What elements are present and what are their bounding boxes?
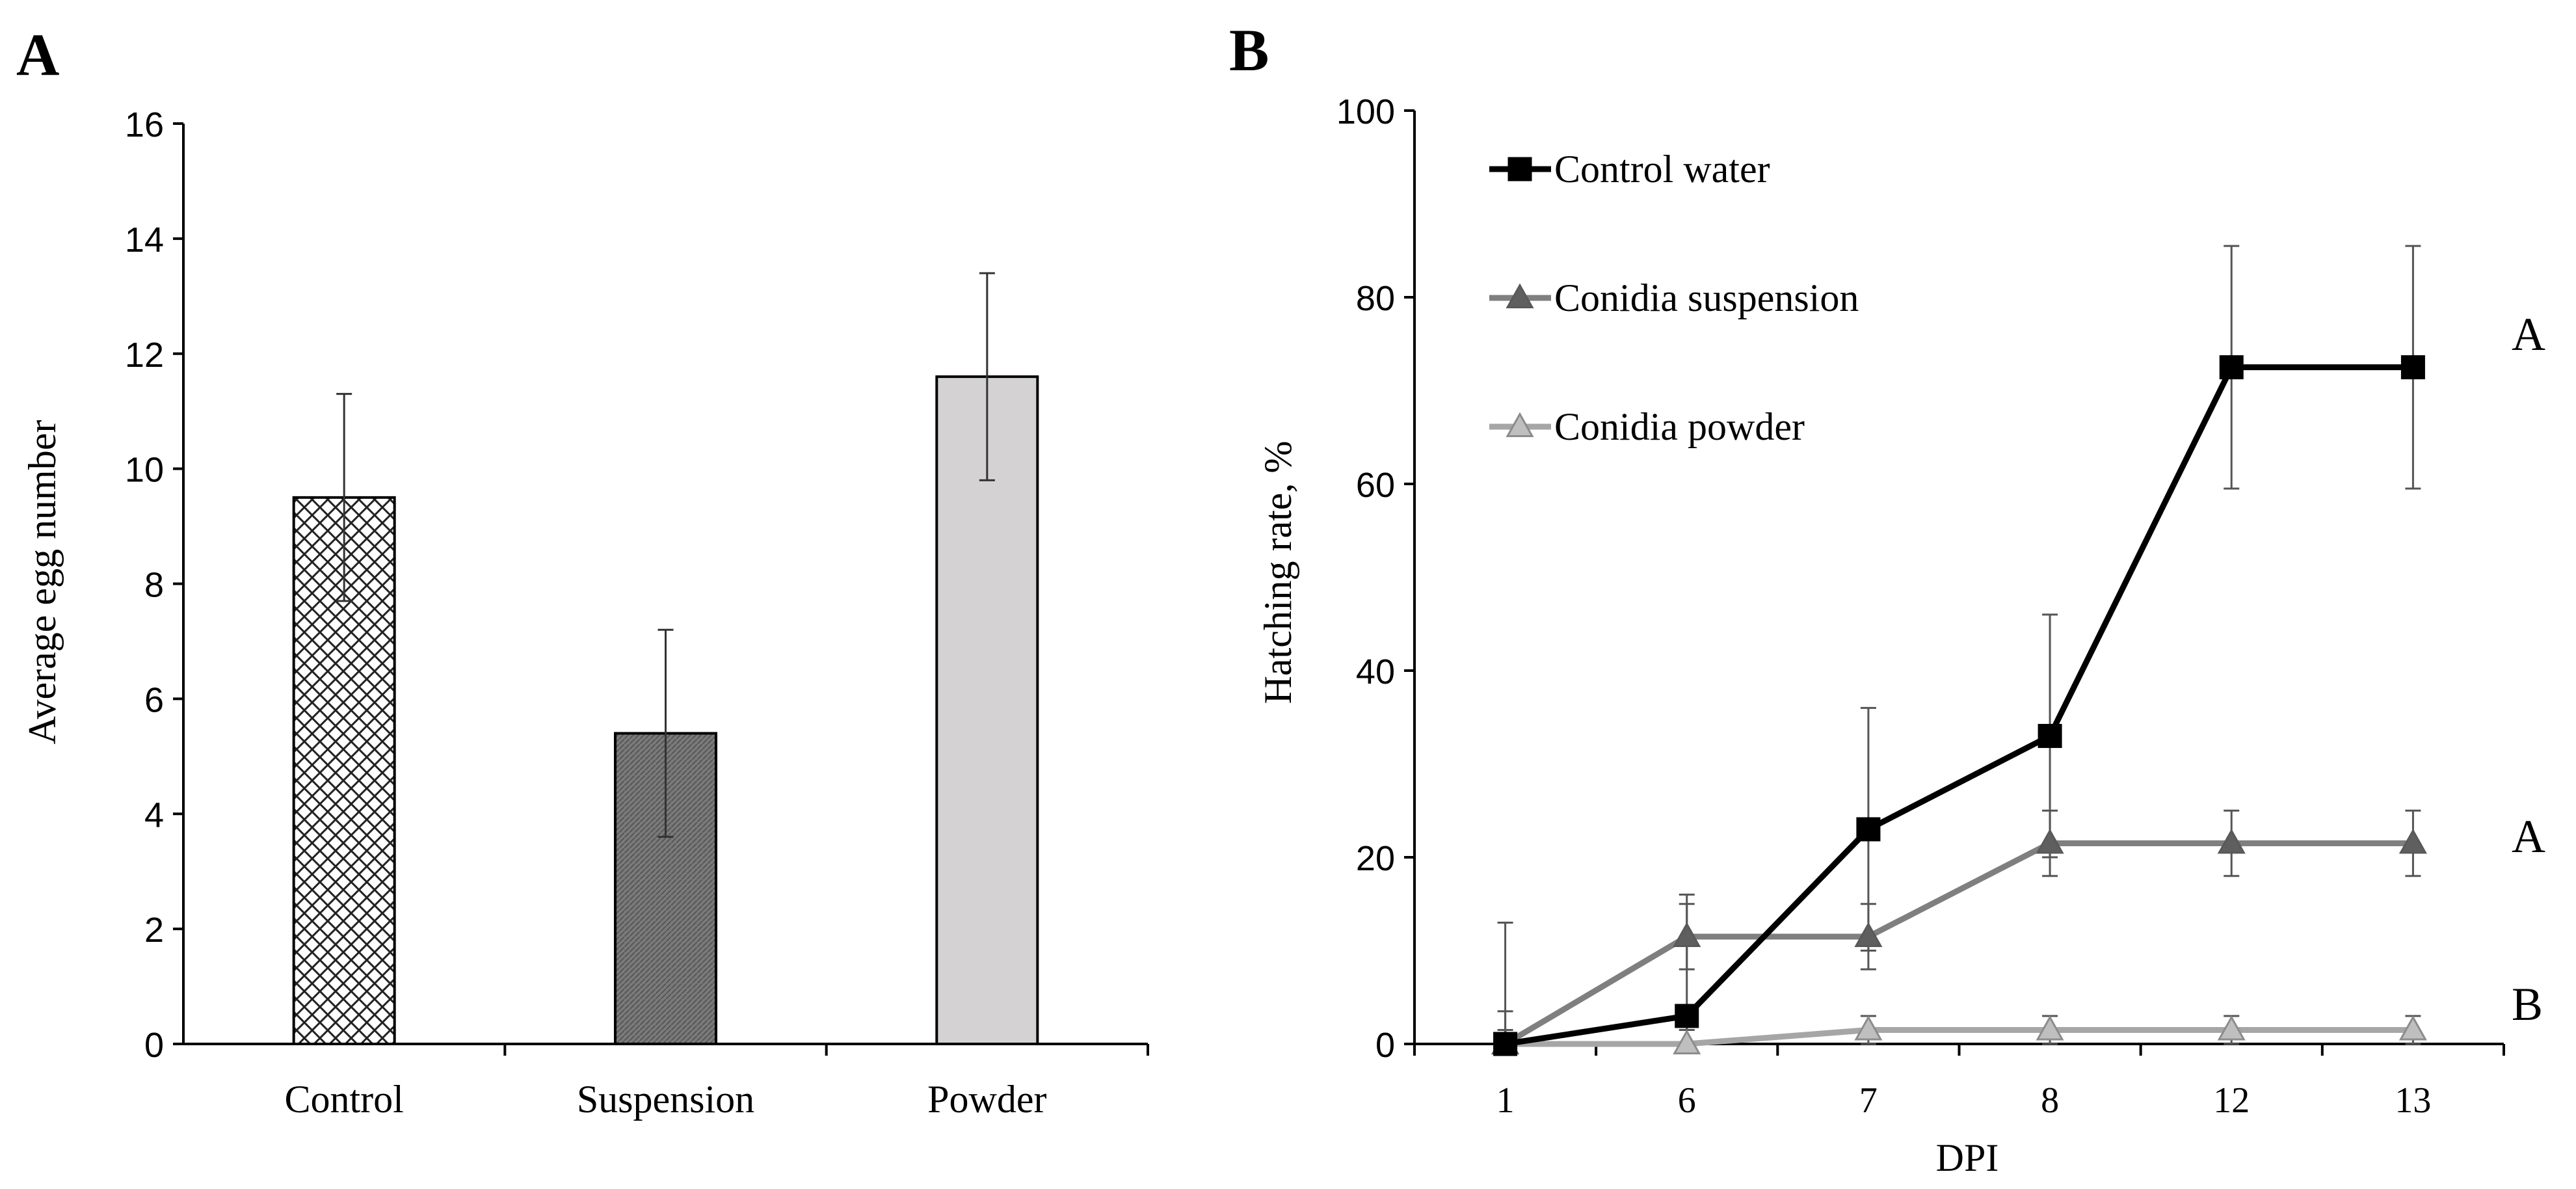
group-letter-conidia-powder: B [2512, 978, 2543, 1030]
panel-b: B 0 20 40 60 80 100 1 6 7 8 12 13 Control water Coni… [1229, 17, 2545, 1179]
panel-a-y-tick-label: 14 [125, 220, 164, 260]
panel-b-y-tick-label: 80 [1356, 279, 1395, 318]
panel-a-y-tick-label: 16 [125, 105, 164, 144]
legend-marker [1507, 157, 1532, 181]
series-line-conidia-powder [1505, 1026, 2413, 1047]
group-letter-control-water: A [2512, 308, 2545, 360]
legend-marker [1506, 283, 1534, 309]
panel-b-x-tick-label: 12 [2213, 1080, 2250, 1121]
point-control-water [2038, 723, 2062, 748]
legend-label: Conidia powder [1554, 405, 1805, 448]
legend-label: Control water [1554, 148, 1770, 191]
panel-a-y-tick-label: 4 [144, 795, 164, 835]
point-control-water [1493, 1032, 1518, 1056]
point-conidia-suspension [1854, 922, 1883, 948]
panel-a-label: A [16, 21, 59, 88]
category-label-powder: Powder [927, 1078, 1046, 1121]
panel-b-y-axis-title: Hatching rate, % [1256, 441, 1299, 704]
point-conidia-suspension [2398, 829, 2427, 854]
legend-item-control-water: Control water [1489, 148, 1770, 191]
panel-b-x-tick-label: 6 [1678, 1080, 1696, 1121]
point-conidia-powder [1673, 1029, 1701, 1055]
legend-item-conidia-powder: Conidia powder [1489, 405, 1805, 448]
panel-a-y-tick-label: 0 [144, 1026, 164, 1065]
panel-a-error-bars [336, 272, 995, 838]
panel-b-x-tick-label: 8 [2041, 1080, 2059, 1121]
panel-b-group-letters: A A B [2512, 308, 2545, 1030]
series-line-conidia-suspension [1504, 840, 2413, 1047]
series-line-control-water [1504, 364, 2413, 1047]
panel-a-y-tick-label: 8 [144, 566, 164, 605]
point-conidia-powder [2217, 1015, 2246, 1041]
point-conidia-powder [1854, 1015, 1883, 1041]
panel-b-y-tick-label: 40 [1356, 652, 1395, 691]
legend-item-conidia-suspension: Conidia suspension [1489, 276, 1859, 319]
legend-marker [1506, 412, 1534, 438]
group-letter-conidia-suspension: A [2512, 810, 2545, 862]
legend-label: Conidia suspension [1554, 276, 1859, 319]
point-conidia-powder [2036, 1015, 2064, 1041]
point-conidia-suspension [2217, 829, 2246, 854]
point-control-water [2219, 355, 2244, 380]
panel-a-y-tick-label: 12 [125, 336, 164, 375]
point-control-water [1856, 817, 1881, 842]
panel-b-x-tick-label: 7 [1859, 1080, 1878, 1121]
panel-a-y-tick-label: 6 [144, 680, 164, 719]
legend: Control water Conidia suspension Conidia p… [1489, 148, 1859, 448]
panel-b-axes: 0 20 40 60 80 100 1 6 7 8 12 13 [1336, 92, 2505, 1121]
category-label-control: Control [284, 1078, 403, 1121]
panel-a-x-axis: Control Suspension Powder [284, 1044, 1149, 1121]
panel-b-y-tick-label: 20 [1356, 839, 1395, 878]
panel-a-y-tick-label: 2 [144, 911, 164, 950]
panel-b-x-axis-title: DPI [1936, 1136, 1999, 1179]
point-conidia-suspension [2036, 829, 2064, 854]
panel-b-y-tick-label: 100 [1336, 92, 1395, 131]
panel-b-x-tick-label: 13 [2395, 1080, 2431, 1121]
point-control-water [1675, 1004, 1699, 1028]
panel-b-y-tick-label: 60 [1356, 466, 1395, 505]
panel-b-label: B [1229, 17, 1269, 83]
panel-a-y-tick-label: 10 [125, 451, 164, 490]
point-conidia-suspension [1673, 922, 1701, 948]
panel-a-y-axis-title: Average egg number [21, 420, 64, 745]
panel-b-series [1491, 355, 2427, 1056]
point-conidia-powder [2398, 1015, 2427, 1041]
point-control-water [2400, 355, 2425, 380]
panel-b-y-tick-label: 0 [1375, 1026, 1395, 1065]
category-label-suspension: Suspension [577, 1078, 754, 1121]
panel-b-x-tick-label: 1 [1496, 1080, 1515, 1121]
